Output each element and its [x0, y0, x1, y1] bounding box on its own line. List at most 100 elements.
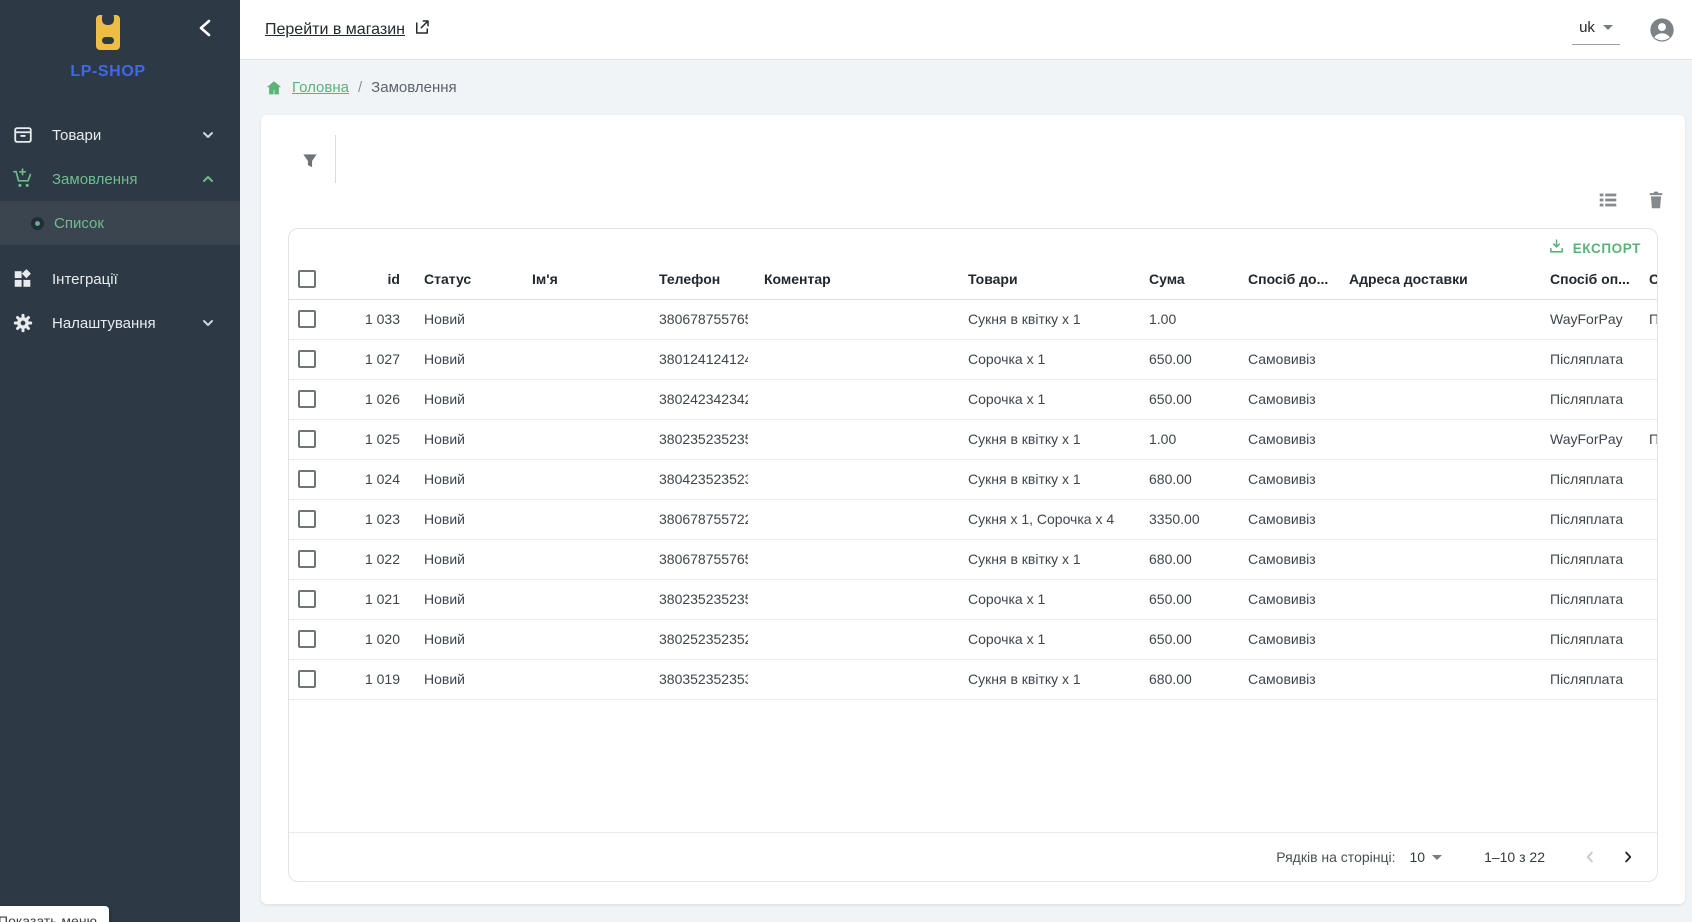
sidebar-item-label: Інтеграції [52, 270, 118, 288]
gear-icon [10, 312, 36, 334]
language-select[interactable]: uk [1572, 15, 1620, 45]
cell-phone: 380235235235 [643, 579, 748, 620]
cell-sum: 680.00 [1133, 539, 1232, 580]
sidebar-item-settings[interactable]: Налаштування [0, 301, 240, 345]
column-header[interactable]: Товари [952, 259, 1133, 300]
cell-comment [748, 539, 952, 580]
cell-id: 1 024 [341, 459, 408, 500]
cell-status: Новий [408, 499, 516, 540]
column-header[interactable]: Телефон [643, 259, 748, 300]
row-checkbox[interactable] [298, 630, 316, 649]
sidebar-collapse-icon[interactable] [194, 16, 218, 40]
breadcrumb-current: Замовлення [371, 79, 457, 96]
cell-status: Новий [408, 619, 516, 660]
sidebar-item-products[interactable]: Товари [0, 113, 240, 157]
row-checkbox[interactable] [298, 550, 316, 569]
cell-checkbox [289, 579, 341, 620]
cell-products: Сорочка x 1 [952, 339, 1133, 380]
cell-address [1333, 539, 1534, 580]
cell-address [1333, 419, 1534, 460]
sidebar-item-label: Замовлення [52, 170, 138, 188]
column-header[interactable]: Сума [1133, 259, 1232, 300]
sidebar-item-orders[interactable]: Замовлення [0, 157, 240, 201]
table-empty-space [289, 700, 1657, 833]
user-avatar-icon[interactable] [1648, 16, 1676, 44]
table-row[interactable]: 1 020 Новий 380252352352 Сорочка x 1 650.00 С… [289, 619, 1657, 660]
cell-delivery: Самовивіз [1232, 539, 1333, 580]
table-row[interactable]: 1 019 Новий 380352352353 Сукня в квітку x 1… [289, 659, 1657, 700]
next-page-button[interactable] [1611, 840, 1645, 874]
cell-products: Сукня в квітку x 1 [952, 419, 1133, 460]
table-row[interactable]: 1 026 Новий 380242342342 Сорочка x 1 650.00 С… [289, 379, 1657, 420]
column-header[interactable]: Статус [408, 259, 516, 300]
row-checkbox[interactable] [298, 670, 316, 689]
column-header[interactable]: Коментар [748, 259, 952, 300]
column-list-icon[interactable] [1597, 189, 1619, 211]
prev-page-button[interactable] [1573, 840, 1607, 874]
table-row[interactable]: 1 024 Новий 380423523523 Сукня в квітку x 1… [289, 459, 1657, 500]
go-to-store-link[interactable]: Перейти в магазин [265, 18, 431, 41]
cell-address [1333, 499, 1534, 540]
row-checkbox[interactable] [298, 430, 316, 449]
sidebar-item-integrations[interactable]: Інтеграції [0, 257, 240, 301]
cell-checkbox [289, 659, 341, 700]
cell-pay_status [1633, 379, 1657, 420]
sidebar-item-orders-list[interactable]: Список [0, 201, 240, 245]
cell-sum: 650.00 [1133, 619, 1232, 660]
table-row[interactable]: 1 023 Новий 380678755722 Сукня x 1, Сорочка… [289, 499, 1657, 540]
rows-per-page-select[interactable]: 10 [1410, 849, 1443, 865]
cell-payment: Післяплата [1534, 539, 1633, 580]
cell-pay_status [1633, 339, 1657, 380]
cell-sum: 3350.00 [1133, 499, 1232, 540]
language-value: uk [1579, 18, 1595, 36]
column-header[interactable]: Ст [1633, 259, 1657, 300]
cell-address [1333, 339, 1534, 380]
cell-status: Новий [408, 299, 516, 340]
row-checkbox[interactable] [298, 510, 316, 529]
table-row[interactable]: 1 021 Новий 380235235235 Сорочка x 1 650.00 С… [289, 579, 1657, 620]
column-header[interactable]: Ім'я [516, 259, 643, 300]
trash-icon[interactable] [1645, 189, 1667, 211]
row-checkbox[interactable] [298, 590, 316, 609]
cell-sum: 650.00 [1133, 379, 1232, 420]
row-checkbox[interactable] [298, 390, 316, 409]
topbar: Перейти в магазин uk [240, 0, 1692, 60]
filter-button[interactable] [292, 143, 328, 179]
cell-checkbox [289, 619, 341, 660]
cell-sum: 650.00 [1133, 339, 1232, 380]
cell-checkbox [289, 379, 341, 420]
widgets-icon [10, 268, 36, 290]
cell-name [516, 419, 643, 460]
cell-name [516, 619, 643, 660]
column-header[interactable]: Адреса доставки [1333, 259, 1534, 300]
toolbar-divider [335, 135, 336, 183]
chevron-up-icon [200, 171, 216, 192]
orders-table-card: ЕКСПОРТ id Статус Ім'я Телефон Коментар Товар… [288, 228, 1658, 882]
column-header[interactable]: Спосіб оп... [1534, 259, 1633, 300]
cell-sum: 650.00 [1133, 579, 1232, 620]
table-row[interactable]: 1 027 Новий 380124124124 Сорочка x 1 650.00 С… [289, 339, 1657, 380]
cell-id: 1 023 [341, 499, 408, 540]
cell-name [516, 659, 643, 700]
table-row[interactable]: 1 022 Новий 380678755765 Сукня в квітку x 1… [289, 539, 1657, 580]
cell-address [1333, 299, 1534, 340]
cell-address [1333, 379, 1534, 420]
row-checkbox[interactable] [298, 350, 316, 369]
cell-phone: 380678755765 [643, 539, 748, 580]
table-header-row: id Статус Ім'я Телефон Коментар Товари Сума Спо… [289, 259, 1657, 300]
home-icon [265, 79, 283, 97]
cell-name [516, 379, 643, 420]
table-row[interactable]: 1 033 Новий 380678755765 Сукня в квітку x 1… [289, 299, 1657, 340]
column-header[interactable]: Спосіб до... [1232, 259, 1333, 300]
export-button[interactable]: ЕКСПОРТ [1540, 234, 1649, 262]
table-row[interactable]: 1 025 Новий 380235235235 Сукня в квітку x 1… [289, 419, 1657, 460]
row-checkbox[interactable] [298, 310, 316, 329]
cell-sum: 1.00 [1133, 419, 1232, 460]
row-checkbox[interactable] [298, 470, 316, 489]
cell-phone: 380242342342 [643, 379, 748, 420]
select-all-checkbox[interactable] [298, 269, 316, 288]
breadcrumb-home-link[interactable]: Головна [292, 79, 349, 96]
cell-products: Сукня в квітку x 1 [952, 459, 1133, 500]
column-header[interactable]: id [341, 259, 408, 300]
logo[interactable]: LP-SHOP [0, 0, 216, 81]
